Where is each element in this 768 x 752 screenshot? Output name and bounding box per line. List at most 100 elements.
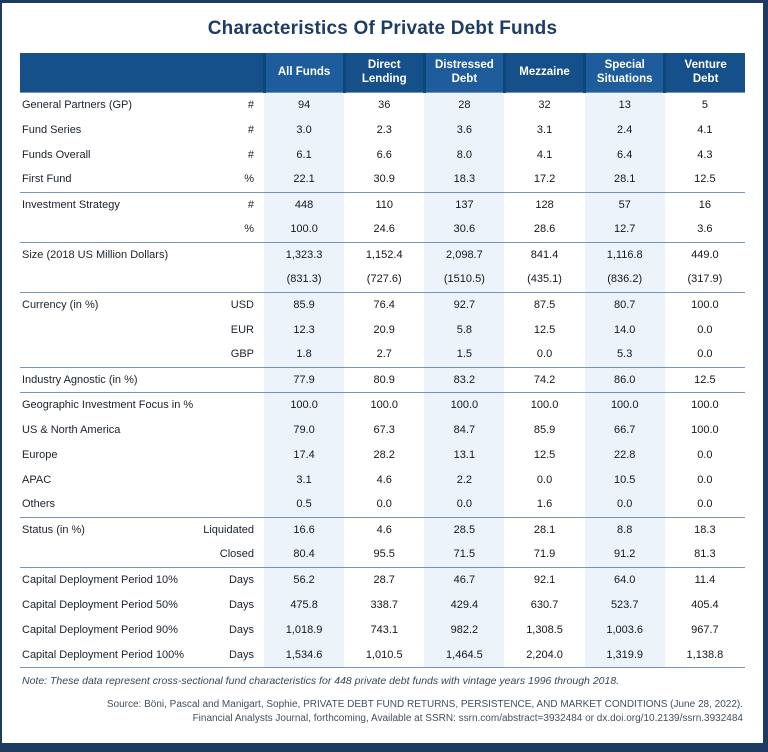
table-row: Investment Strategy #448 110 137 128 57 16 bbox=[20, 191, 745, 217]
cell-value: 2.3 bbox=[376, 123, 392, 136]
cell-value: 1,319.9 bbox=[584, 642, 665, 667]
table-body: General Partners (GP) #94 36 28 32 13 5 Fund Se… bbox=[20, 92, 745, 667]
cell-value: 100.0 bbox=[664, 391, 745, 417]
table-row: Capital Deployment Period 90% Days 1,018.9… bbox=[20, 617, 745, 642]
table-row: Funds Overall #6.1 6.6 8.0 4.1 6.4 4.3 bbox=[20, 142, 745, 167]
table-row: Status (in %) Liquidated 16.6 4.6 28.5 28.1 8.… bbox=[20, 516, 745, 542]
table-row: Others 0.5 0.0 0.0 1.6 0.0 0.0 bbox=[20, 492, 745, 517]
cell-value: 16 bbox=[664, 191, 745, 217]
cell-value: 0.0 bbox=[697, 348, 713, 361]
source-line-1: Source: Böni, Pascal and Manigart, Sophi… bbox=[106, 699, 743, 710]
cell-value: 3.1 bbox=[264, 467, 345, 492]
cell-value: 0.0 bbox=[697, 448, 713, 461]
cell-value: (1510.5) bbox=[424, 267, 505, 292]
cell-value: 22.8 bbox=[584, 442, 665, 467]
cell-value: 11.4 bbox=[664, 566, 745, 592]
row-label: Funds Overall bbox=[22, 148, 91, 161]
cell-value: 28.6 bbox=[533, 223, 556, 236]
cell-value: 1.5 bbox=[424, 342, 505, 367]
cell-value: 95.5 bbox=[373, 548, 395, 561]
cell-value: 2,204.0 bbox=[526, 648, 563, 661]
cell-value: 3.6 bbox=[697, 223, 713, 236]
cell-value: 46.7 bbox=[424, 566, 505, 592]
row-unit: Days bbox=[228, 623, 254, 636]
cell-value: 6.1 bbox=[264, 142, 345, 167]
header-row: All Funds Direct Lending Distressed Debt Me… bbox=[20, 53, 745, 92]
cell-value: 84.7 bbox=[424, 417, 505, 442]
cell-value: 22.1 bbox=[264, 167, 345, 192]
column-header: Venture Debt bbox=[663, 53, 745, 92]
row-label: US & North America bbox=[22, 423, 121, 436]
table-row: Geographic Investment Focus in % 100.0 100… bbox=[20, 391, 745, 417]
cell-value: 6.6 bbox=[376, 148, 392, 161]
row-unit bbox=[188, 467, 264, 492]
table-row: Europe 17.4 28.2 13.1 12.5 22.8 0.0 bbox=[20, 442, 745, 467]
cell-value: 1,003.6 bbox=[584, 617, 665, 642]
table-row: Closed 80.4 95.5 71.5 71.9 91.2 81.3 bbox=[20, 542, 745, 567]
table-row: Capital Deployment Period 100% Days 1,534.… bbox=[20, 642, 745, 667]
table-row: % 100.0 24.6 30.6 28.6 12.7 3.6 bbox=[20, 217, 745, 242]
cell-value: 67.3 bbox=[373, 423, 395, 436]
row-label: Capital Deployment Period 50% bbox=[22, 598, 178, 611]
cell-value: 12.5 bbox=[664, 366, 745, 392]
column-header: Direct Lending bbox=[342, 53, 425, 92]
cell-value: 1,308.5 bbox=[526, 623, 563, 636]
cell-value: 12.5 bbox=[533, 323, 556, 336]
cell-value: 967.7 bbox=[691, 623, 719, 636]
row-label: Size (2018 US Million Dollars) bbox=[20, 241, 188, 267]
row-label bbox=[20, 217, 188, 242]
row-label bbox=[20, 342, 188, 367]
cell-value: 83.2 bbox=[424, 366, 505, 392]
cell-value: 14.0 bbox=[584, 317, 665, 342]
table-row: Capital Deployment Period 50% Days 475.8 33… bbox=[20, 592, 745, 617]
cell-value: 92.1 bbox=[504, 566, 585, 592]
cell-value: 80.4 bbox=[264, 542, 345, 567]
cell-value: 32 bbox=[538, 98, 551, 111]
cell-value: 13 bbox=[584, 92, 665, 117]
source-line-2: Financial Analysts Journal, forthcoming,… bbox=[192, 713, 743, 724]
table-row: US & North America 79.0 67.3 84.7 85.9 66.7 10… bbox=[20, 417, 745, 442]
cell-value: 16.6 bbox=[264, 516, 345, 542]
cell-value: 8.0 bbox=[424, 142, 505, 167]
cell-value: 74.2 bbox=[504, 366, 585, 392]
row-label: Capital Deployment Period 10% bbox=[20, 566, 188, 592]
row-unit: Closed bbox=[219, 548, 254, 561]
column-header: Mezzaine bbox=[502, 53, 585, 92]
cell-value: 100.0 bbox=[664, 291, 745, 317]
cell-value: 523.7 bbox=[584, 592, 665, 617]
cell-value: 1,010.5 bbox=[365, 648, 403, 661]
cell-value: 71.5 bbox=[424, 542, 505, 567]
cell-value: 0.0 bbox=[424, 492, 505, 517]
cell-value: (727.6) bbox=[366, 273, 402, 286]
cell-value: (836.2) bbox=[584, 267, 665, 292]
cell-value: 12.5 bbox=[694, 173, 716, 186]
header-label-spacer bbox=[20, 53, 264, 92]
cell-value: 85.9 bbox=[533, 423, 556, 436]
table-row: Size (2018 US Million Dollars) 1,323.3 1,1… bbox=[20, 241, 745, 267]
cell-value: 17.2 bbox=[533, 173, 556, 186]
row-unit: Days bbox=[188, 566, 264, 592]
row-unit bbox=[188, 492, 264, 517]
row-unit bbox=[188, 241, 264, 267]
row-unit: EUR bbox=[230, 323, 254, 336]
row-unit: # bbox=[247, 98, 254, 111]
cell-value: 0.0 bbox=[697, 473, 713, 486]
table-row: (831.3) (727.6) (1510.5) (435.1) (836.2) (317… bbox=[20, 267, 745, 292]
cell-value: 475.8 bbox=[264, 592, 345, 617]
row-unit bbox=[188, 442, 264, 467]
cell-value: 71.9 bbox=[533, 548, 556, 561]
row-unit: Days bbox=[228, 648, 254, 661]
cell-value: 64.0 bbox=[584, 566, 665, 592]
cell-value: 1,138.8 bbox=[686, 648, 724, 661]
cell-value: 12.5 bbox=[533, 448, 556, 461]
cell-value: 94 bbox=[264, 92, 345, 117]
row-unit bbox=[188, 417, 264, 442]
cell-value: 449.0 bbox=[664, 241, 745, 267]
row-label: Capital Deployment Period 90% bbox=[22, 623, 178, 636]
cell-value: (831.3) bbox=[264, 267, 345, 292]
cell-value: 2.7 bbox=[376, 348, 392, 361]
cell-value: 1,323.3 bbox=[264, 241, 345, 267]
cell-value: 100.0 bbox=[424, 391, 505, 417]
cell-value: 87.5 bbox=[504, 291, 585, 317]
